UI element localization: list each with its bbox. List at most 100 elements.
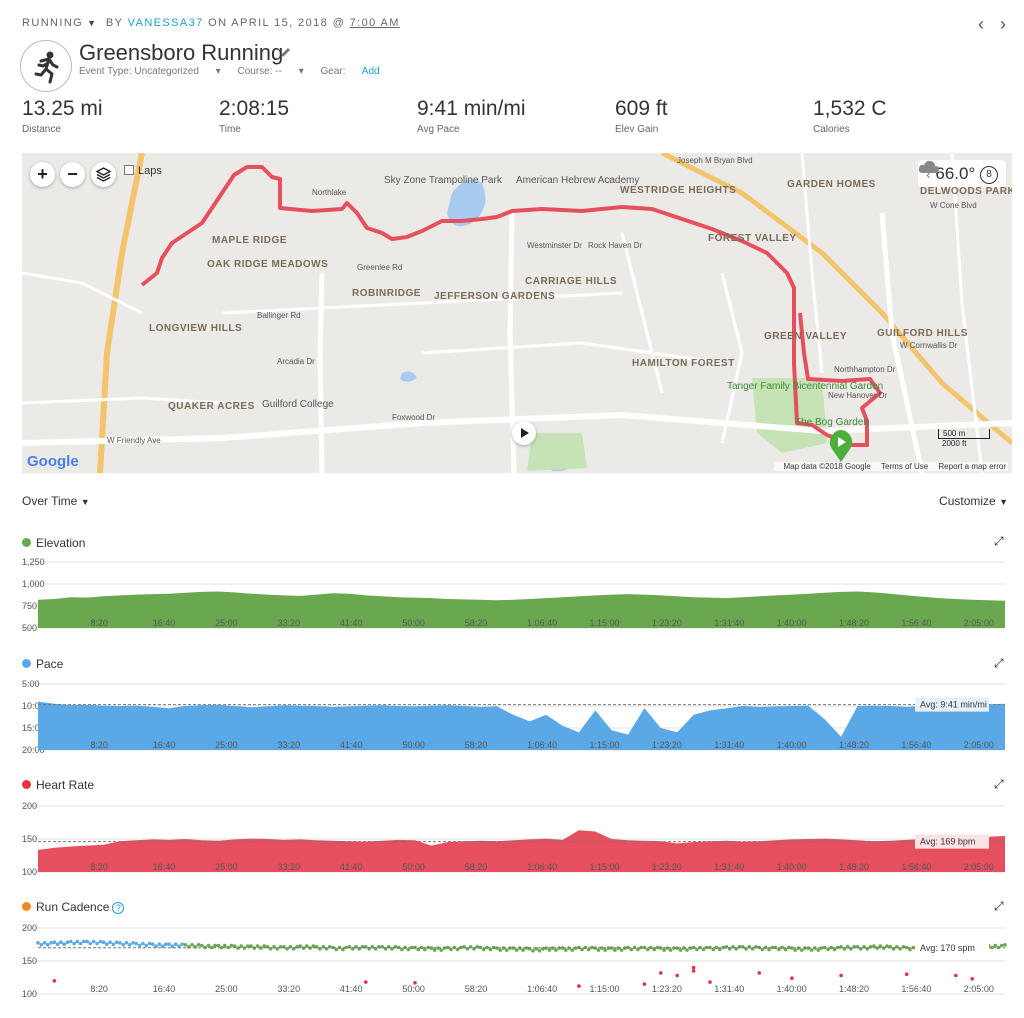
add-gear-link[interactable]: Add [361,66,380,77]
map-area-label: GUILFORD HILLS [877,328,968,339]
cadence-outlier [675,973,679,978]
pencil-icon[interactable] [280,45,291,63]
cadence-point [344,945,348,950]
x-tick-label: 1:15:00 [589,618,619,628]
x-tick-label: 1:48:20 [839,618,869,628]
cadence-outlier [954,973,958,978]
cadence-point [531,949,535,953]
average-label: Avg: 169 bpm [920,837,975,847]
map-poi-label: American Hebrew Academy [516,175,640,186]
cadence-point [832,947,837,952]
time-link[interactable]: 7:00 AM [349,17,400,29]
x-tick-label: 50:00 [402,740,425,750]
terms-link[interactable]: Terms of Use [881,462,929,471]
cadence-point [652,947,657,952]
breadcrumb: RUNNING ▼ BY VANESSA37 ON APRIL 15, 2018 … [22,17,400,29]
play-button[interactable] [512,421,536,445]
cadence-point [760,947,765,952]
cadence-point [173,942,178,946]
cadence-point [1003,943,1007,947]
cadence-point [295,945,299,949]
cadence-point [564,948,568,952]
map-road-label: Northhampton Dr [834,365,896,374]
cadence-point [770,945,775,950]
cadence-point [495,946,499,950]
x-tick-label: 58:20 [465,618,488,628]
running-icon [20,40,72,92]
cadence-point [550,946,555,950]
cadence-point [200,943,204,948]
heart-rate-chart[interactable]: 200 150 100 8:20 16:40 25:00 33:20 41:40 50:00 58… [22,800,1007,880]
cadence-point [59,940,63,944]
report-error-link[interactable]: Report a map error [938,462,1006,471]
zoom-in-button[interactable]: + [30,162,55,187]
cadence-point [255,944,260,948]
by-text: BY [105,17,124,29]
scale-imperial: 2000 ft [942,439,967,448]
cadence-point [209,945,214,950]
laps-toggle[interactable]: Laps [124,165,162,177]
x-tick-label: 25:00 [215,984,238,994]
map-road-label: New Hanover Dr [828,391,888,400]
cadence-point [154,944,158,948]
cadence-point [49,941,53,945]
user-link[interactable]: VANESSA37 [127,17,204,29]
event-type-dropdown[interactable]: Event Type: Uncategorized ▾ [79,66,221,77]
cadence-point [826,947,830,952]
cadence-point [170,944,175,948]
run-cadence-chart[interactable]: 200 150 100 8:20 16:40 25:00 33:20 41:40 50:00 58… [22,922,1007,1002]
cadence-point [177,944,181,948]
elevation-chart[interactable]: 1,250 1,000 750 500 8:20 16:40 25:00 33:20 41:40… [22,556,1007,636]
cadence-point [645,947,650,952]
chevron-left-icon[interactable]: ‹ [926,167,931,182]
map-road-label: Arcadia Dr [277,357,315,366]
cadence-outlier [839,973,843,978]
expand-icon[interactable]: ⤢ [994,656,1004,670]
cadence-point [485,945,489,950]
cadence-point [445,945,450,950]
expand-icon[interactable]: ⤢ [994,777,1004,791]
cadence-point [118,941,122,945]
route-map[interactable]: + − Laps ‹ 66.0° 8 MAPLE RIDGE OAK RIDGE… [22,153,1012,473]
play-icon [521,428,529,438]
activity-meta: Event Type: Uncategorized ▾ Course: -- ▾… [79,66,380,77]
x-tick-label: 1:40:00 [777,862,807,872]
map-area-label: QUAKER ACRES [168,401,255,412]
activity-type-dropdown[interactable]: RUNNING [22,17,84,29]
x-tick-label: 25:00 [215,618,238,628]
previous-arrow-icon[interactable]: ‹ [978,14,984,34]
laps-checkbox[interactable] [124,165,134,175]
series-area [38,830,1005,872]
x-tick-label: 8:20 [90,862,108,872]
temperature: 66.0° [935,164,976,183]
stat-value: 1,532 C [813,97,887,120]
map-road-label: W Cornwallis Dr [900,341,958,350]
chevron-down-icon[interactable]: ▼ [87,18,98,28]
stat-value: 2:08:15 [219,97,290,120]
expand-icon[interactable]: ⤢ [994,534,1004,548]
cadence-point [524,946,529,950]
over-time-dropdown[interactable]: Over Time ▼ [22,494,90,508]
map-road-label: Westminster Dr [527,241,582,250]
y-tick-label: 1,000 [22,579,45,589]
pace-chart[interactable]: 5:00 10:00 15:00 20:00 8:20 16:40 25:00 33:20 41… [22,678,1007,758]
map-poi-label: The Bog Garden [795,417,869,428]
customize-dropdown[interactable]: Customize ▼ [939,494,1008,508]
zoom-out-button[interactable]: − [60,162,85,187]
x-tick-label: 33:20 [278,618,301,628]
run-cadence-chart-title: Run Cadence? [22,900,125,914]
cadence-point [223,943,227,948]
cadence-point [482,947,486,952]
cadence-point [246,944,250,948]
cadence-point [560,946,565,950]
x-tick-label: 1:23:20 [652,740,682,750]
help-icon[interactable]: ? [112,902,125,914]
cadence-point [239,944,243,948]
course-dropdown[interactable]: Course: -- ▾ [237,66,304,77]
pace-dot [22,659,31,668]
cadence-point [334,947,339,952]
next-arrow-icon[interactable]: › [1000,14,1006,34]
layers-button[interactable] [91,162,116,187]
cadence-outlier [708,980,712,984]
expand-icon[interactable]: ⤢ [994,899,1004,913]
